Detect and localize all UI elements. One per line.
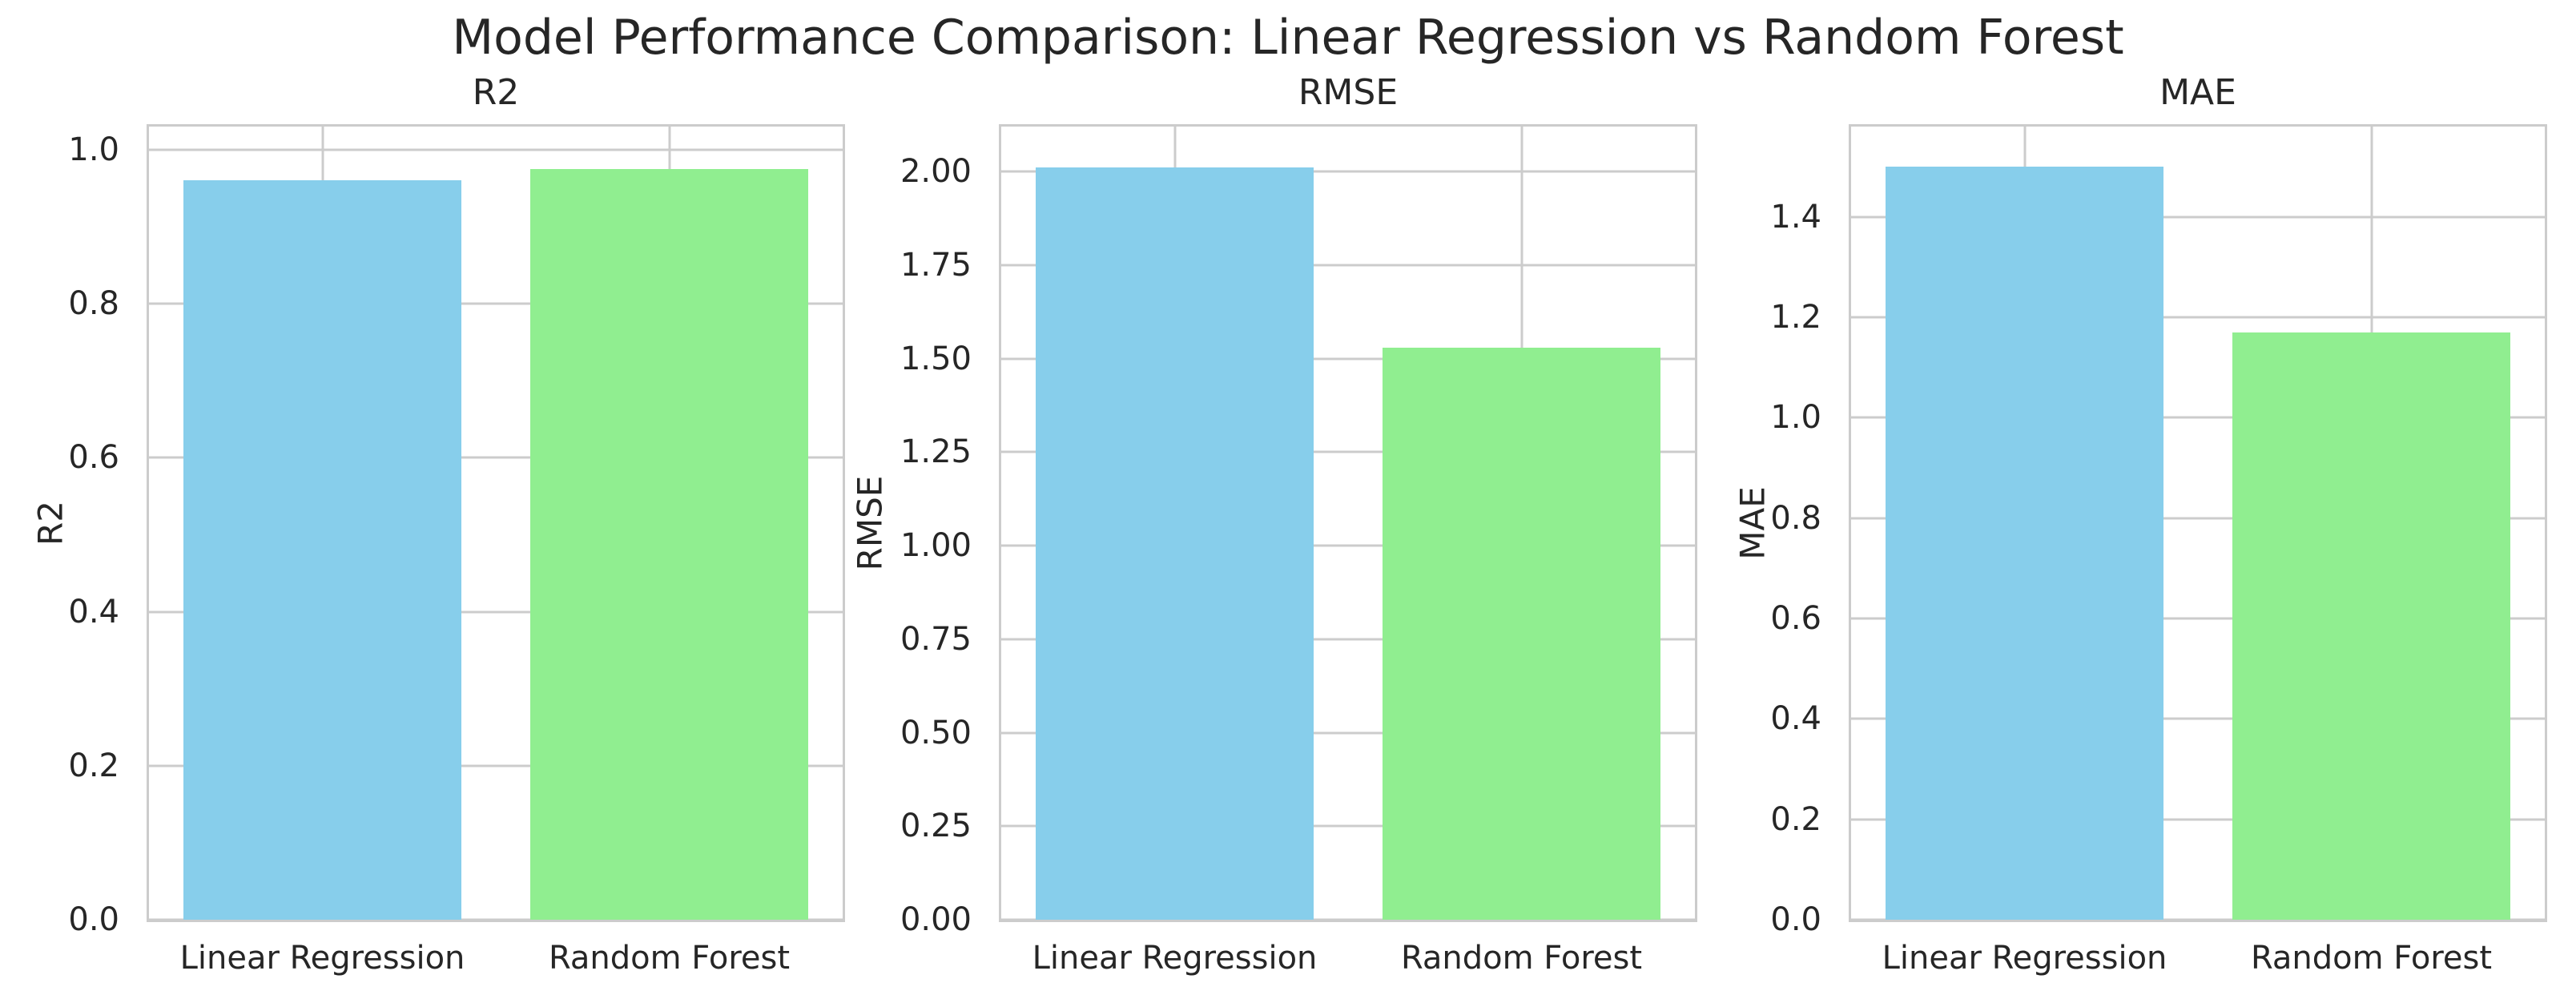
y-tick-label: 1.00 bbox=[900, 527, 972, 565]
y-tick-label: 1.50 bbox=[900, 340, 972, 377]
y-tick-label: 0.50 bbox=[900, 714, 972, 751]
bar-linear-regression bbox=[1036, 167, 1314, 920]
subplot-title: RMSE bbox=[1298, 72, 1399, 113]
h-gridline bbox=[1001, 824, 1695, 828]
h-gridline bbox=[149, 456, 843, 459]
h-gridline bbox=[1001, 638, 1695, 641]
y-tick-label: 2.00 bbox=[900, 153, 972, 191]
h-gridline bbox=[1851, 617, 2545, 620]
h-gridline bbox=[149, 610, 843, 614]
h-gridline bbox=[1851, 216, 2545, 219]
y-tick-label: 1.4 bbox=[1770, 198, 1821, 236]
y-tick-label: 0.8 bbox=[1770, 499, 1821, 537]
subplot-r2: R2 R2 0.0 0.2 0.4 0.6 0.8 1.0 Linear Regressio… bbox=[31, 73, 845, 976]
bar-linear-regression bbox=[1886, 167, 2163, 920]
y-tick-label: 1.0 bbox=[1770, 399, 1821, 437]
h-gridline bbox=[1851, 717, 2545, 720]
x-tick-label: Linear Regression bbox=[1882, 940, 2167, 977]
subplot-title: MAE bbox=[2159, 72, 2236, 113]
h-gridline bbox=[149, 148, 843, 151]
h-gridline bbox=[1001, 731, 1695, 734]
bar-linear-regression bbox=[183, 180, 461, 920]
y-tick-label: 0.2 bbox=[68, 747, 119, 784]
y-tick-label: 1.75 bbox=[900, 246, 972, 284]
h-gridline bbox=[1851, 316, 2545, 319]
y-tick-label: 1.2 bbox=[1770, 299, 1821, 336]
h-gridline bbox=[1001, 544, 1695, 547]
h-gridline bbox=[1001, 357, 1695, 361]
x-tick-label: Linear Regression bbox=[179, 940, 465, 977]
h-gridline bbox=[1851, 918, 2545, 921]
h-gridline bbox=[1851, 517, 2545, 520]
h-gridline bbox=[1001, 450, 1695, 453]
plot-area bbox=[1001, 127, 1695, 921]
y-tick-label: 0.25 bbox=[900, 808, 972, 845]
y-tick-label: 0.0 bbox=[68, 901, 119, 938]
y-tick-label: 1.0 bbox=[68, 131, 119, 168]
y-tick-label: 0.75 bbox=[900, 620, 972, 658]
y-tick-label: 0.6 bbox=[68, 439, 119, 477]
y-tick-label: 0.8 bbox=[68, 285, 119, 323]
h-gridline bbox=[1001, 264, 1695, 267]
x-tick-label: Random Forest bbox=[1400, 940, 1643, 977]
h-gridline bbox=[1001, 918, 1695, 921]
x-tick-label: Random Forest bbox=[2250, 940, 2493, 977]
h-gridline bbox=[1001, 170, 1695, 173]
h-gridline bbox=[1851, 416, 2545, 419]
subplot-rmse: RMSE RMSE 0.00 0.25 0.50 0.75 1.00 1.25 1.50 1.… bbox=[851, 73, 1697, 976]
h-gridline bbox=[1851, 818, 2545, 821]
h-gridline bbox=[149, 302, 843, 305]
subplot-mae: MAE MAE 0.0 0.2 0.4 0.6 0.8 1.0 1.2 1.4 Linear R… bbox=[1733, 73, 2547, 976]
subplot-title: R2 bbox=[472, 72, 520, 113]
y-tick-label: 0.00 bbox=[900, 901, 972, 938]
y-tick-label: 0.0 bbox=[1770, 901, 1821, 938]
h-gridline bbox=[149, 918, 843, 921]
plot-area bbox=[149, 127, 843, 921]
y-tick-label: 0.6 bbox=[1770, 600, 1821, 638]
x-tick-label: Random Forest bbox=[548, 940, 791, 977]
y-tick-label: 0.2 bbox=[1770, 800, 1821, 838]
y-tick-label: 0.4 bbox=[68, 593, 119, 630]
bar-random-forest bbox=[530, 168, 808, 920]
h-gridline bbox=[149, 764, 843, 767]
plot-area bbox=[1851, 127, 2545, 921]
x-tick-label: Linear Regression bbox=[1032, 940, 1318, 977]
bar-random-forest bbox=[1383, 347, 1660, 920]
y-tick-label: 1.25 bbox=[900, 433, 972, 471]
figure-title: Model Performance Comparison: Linear Reg… bbox=[452, 10, 2124, 66]
y-tick-label: 0.4 bbox=[1770, 700, 1821, 738]
bar-random-forest bbox=[2232, 332, 2510, 920]
